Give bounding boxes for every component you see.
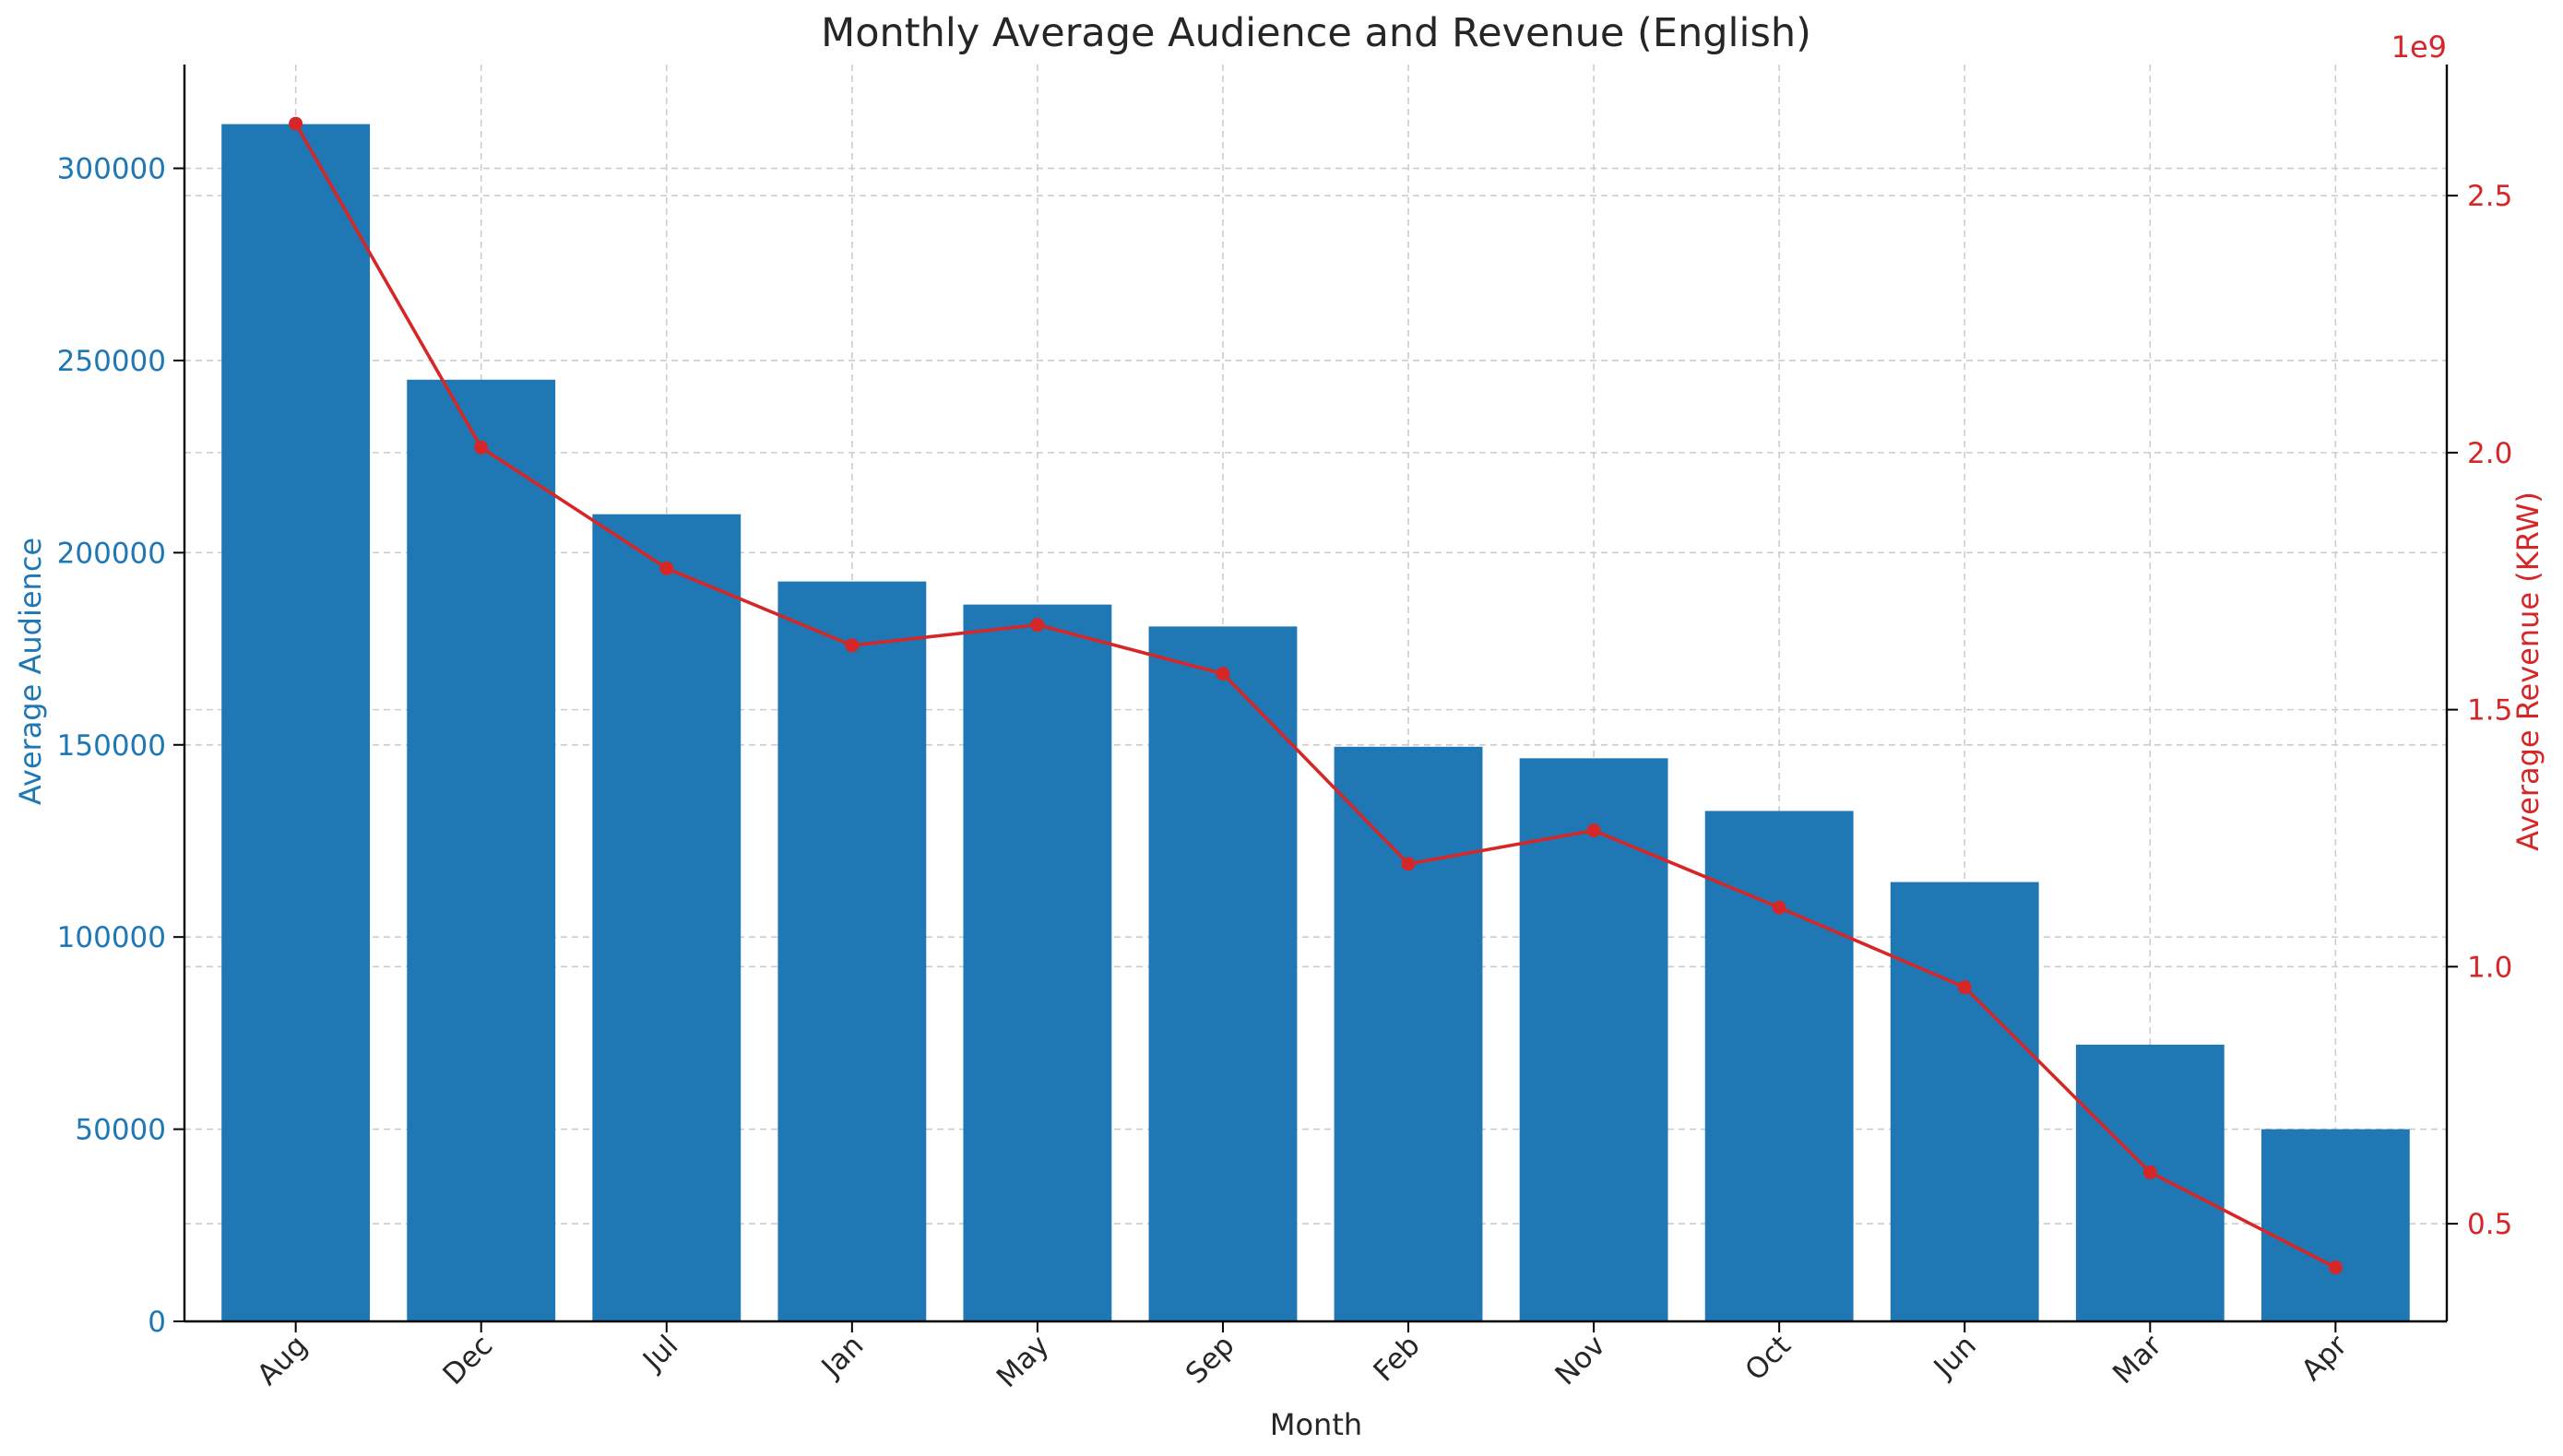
x-tick-label: Jan	[814, 1329, 871, 1385]
y-tick-label: 0	[148, 1306, 166, 1339]
y2-tick-label: 1.5	[2467, 694, 2512, 728]
y-tick-label: 50000	[75, 1114, 166, 1147]
revenue-point-oct	[1772, 900, 1786, 915]
x-axis-label: Month	[1270, 1407, 1362, 1442]
revenue-point-apr	[2328, 1260, 2343, 1274]
revenue-point-may	[1030, 618, 1045, 633]
grid-layer	[184, 65, 2447, 1322]
x-tick-label: Dec	[436, 1329, 499, 1391]
bar-may	[963, 604, 1112, 1321]
bar-jul	[592, 514, 742, 1321]
revenue-point-jan	[845, 638, 860, 653]
x-tick-label: Oct	[1738, 1329, 1797, 1387]
y-axis-label: Average Audience	[13, 538, 48, 805]
bar-nov	[1519, 758, 1668, 1321]
bar-layer	[221, 124, 2410, 1321]
y2-tick-label: 2.0	[2467, 437, 2512, 470]
revenue-point-jul	[659, 561, 674, 575]
y2-tick-label: 1.0	[2467, 951, 2512, 984]
y-tick-label: 300000	[57, 153, 166, 186]
y2-tick-label: 0.5	[2467, 1208, 2512, 1241]
bar-sep	[1148, 626, 1298, 1321]
y2-offset-label: 1e9	[2391, 30, 2447, 65]
x-tick-label: Apr	[2296, 1329, 2355, 1388]
x-tick-label: Feb	[1367, 1329, 1426, 1388]
revenue-point-nov	[1586, 823, 1601, 838]
y-tick-label: 250000	[57, 345, 166, 378]
x-tick-label: May	[991, 1329, 1056, 1394]
bar-mar	[2075, 1044, 2225, 1321]
bar-oct	[1704, 811, 1854, 1321]
x-tick-label: Nov	[1549, 1329, 1612, 1391]
x-tick-label: Jul	[635, 1329, 684, 1378]
x-tick-label: Jun	[1927, 1329, 1983, 1385]
x-tick-label: Aug	[251, 1329, 314, 1391]
bar-apr	[2260, 1129, 2410, 1321]
bar-dec	[407, 379, 556, 1321]
bar-feb	[1334, 746, 1483, 1321]
bar-jun	[1890, 882, 2039, 1321]
x-tick-label: Sep	[1180, 1329, 1241, 1391]
y2-axis-label: Average Revenue (KRW)	[2510, 491, 2545, 851]
bar-jan	[777, 581, 927, 1321]
revenue-point-feb	[1401, 857, 1416, 871]
chart-title: Monthly Average Audience and Revenue (En…	[821, 10, 1811, 56]
revenue-point-sep	[1216, 667, 1230, 681]
x-tick-label: Mar	[2106, 1329, 2168, 1391]
revenue-point-mar	[2142, 1165, 2157, 1179]
bar-aug	[221, 124, 371, 1321]
y-tick-label: 150000	[57, 729, 166, 763]
revenue-point-jun	[1957, 980, 1972, 995]
y2-tick-label: 2.5	[2467, 180, 2512, 213]
revenue-point-dec	[474, 440, 489, 455]
revenue-line	[294, 123, 2337, 1270]
y-tick-label: 200000	[57, 537, 166, 570]
revenue-point-aug	[289, 116, 303, 131]
line-layer	[289, 116, 2343, 1274]
y-tick-label: 100000	[57, 921, 166, 954]
